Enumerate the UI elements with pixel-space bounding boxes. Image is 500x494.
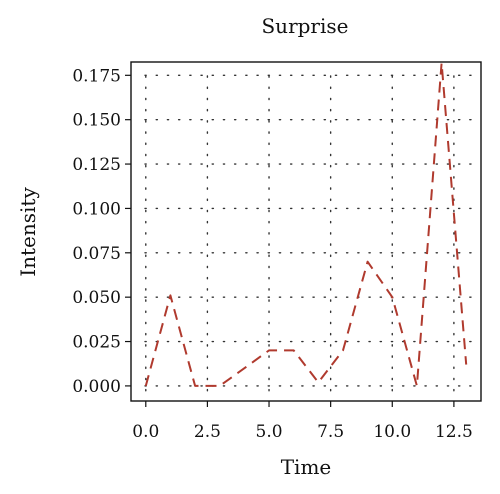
x-tick-label: 10.0 [373,422,411,442]
series-group [144,61,468,387]
y-tick-label: 0.050 [72,288,121,308]
y-tick-label: 0.100 [72,199,121,219]
y-tick-label: 0.000 [72,377,121,397]
x-tick-label: 2.5 [194,422,221,442]
x-axis-label: Time [281,455,332,479]
chart-title: Surprise [261,14,348,38]
y-tick-label: 0.125 [72,155,121,175]
y-tick-label: 0.150 [72,111,121,131]
y-axis-label: Intensity [16,187,40,277]
y-tick-label: 0.175 [72,66,121,86]
y-axis: 0.000 0.025 0.050 0.075 0.100 0.125 0.150 0.175 [72,66,131,397]
y-tick-label: 0.025 [72,333,121,353]
x-axis: 0.0 2.5 5.0 7.5 10.0 12.5 [132,401,473,442]
series-line [144,61,468,387]
y-tick-label: 0.075 [72,244,121,264]
x-tick-label: 0.0 [132,422,159,442]
plot-frame [130,61,482,402]
grid [144,74,478,398]
x-tick-label: 5.0 [256,422,283,442]
x-tick-label: 12.5 [435,422,473,442]
x-tick-label: 7.5 [317,422,344,442]
